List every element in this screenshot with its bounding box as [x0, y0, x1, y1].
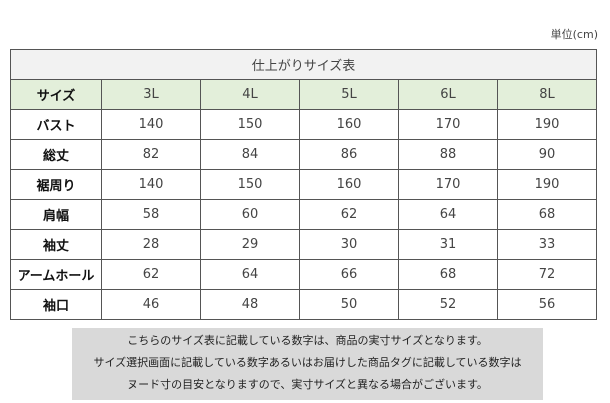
size-header: 6L [398, 79, 498, 110]
cell-value: 48 [200, 289, 300, 320]
table-row: アームホール 62 64 66 68 72 [10, 259, 597, 290]
cell-value: 90 [497, 139, 597, 170]
table-row: 肩幅 58 60 62 64 68 [10, 199, 597, 230]
row-label: 袖口 [10, 289, 102, 320]
cell-value: 56 [497, 289, 597, 320]
row-label: アームホール [10, 259, 102, 290]
cell-value: 170 [398, 169, 498, 200]
cell-value: 30 [299, 229, 399, 260]
table-row: 袖口 46 48 50 52 56 [10, 289, 597, 320]
cell-value: 68 [497, 199, 597, 230]
cell-value: 160 [299, 169, 399, 200]
note-line: ヌード寸の目安となりますので、実寸サイズと異なる場合がございます。 [127, 378, 488, 391]
header-row: サイズ 3L 4L 5L 6L 8L [10, 79, 597, 110]
table-row: 総丈 82 84 86 88 90 [10, 139, 597, 170]
row-label: 袖丈 [10, 229, 102, 260]
cell-value: 72 [497, 259, 597, 290]
cell-value: 33 [497, 229, 597, 260]
table-row: 袖丈 28 29 30 31 33 [10, 229, 597, 260]
cell-value: 150 [200, 109, 300, 140]
size-header: 4L [200, 79, 300, 110]
cell-value: 84 [200, 139, 300, 170]
cell-value: 82 [101, 139, 201, 170]
cell-value: 50 [299, 289, 399, 320]
table-row: バスト 140 150 160 170 190 [10, 109, 597, 140]
row-label: 肩幅 [10, 199, 102, 230]
cell-value: 190 [497, 109, 597, 140]
cell-value: 68 [398, 259, 498, 290]
cell-value: 58 [101, 199, 201, 230]
cell-value: 86 [299, 139, 399, 170]
cell-value: 46 [101, 289, 201, 320]
cell-value: 190 [497, 169, 597, 200]
header-label: サイズ [10, 79, 102, 110]
size-note: こちらのサイズ表に記載している数字は、商品の実寸サイズとなります。 サイズ選択画… [72, 328, 543, 400]
cell-value: 31 [398, 229, 498, 260]
cell-value: 62 [299, 199, 399, 230]
cell-value: 140 [101, 109, 201, 140]
note-line: サイズ選択画面に記載している数字あるいはお届けした商品タグに記載している数字は [93, 356, 522, 369]
row-label: バスト [10, 109, 102, 140]
size-table: 仕上がりサイズ表 サイズ 3L 4L 5L 6L 8L バスト 140 150 160… [10, 49, 597, 320]
row-label: 裾周り [10, 169, 102, 200]
cell-value: 66 [299, 259, 399, 290]
size-header: 5L [299, 79, 399, 110]
row-label: 総丈 [10, 139, 102, 170]
cell-value: 52 [398, 289, 498, 320]
size-header: 8L [497, 79, 597, 110]
cell-value: 88 [398, 139, 498, 170]
cell-value: 62 [101, 259, 201, 290]
cell-value: 64 [200, 259, 300, 290]
cell-value: 150 [200, 169, 300, 200]
cell-value: 28 [101, 229, 201, 260]
size-header: 3L [101, 79, 201, 110]
cell-value: 64 [398, 199, 498, 230]
table-title: 仕上がりサイズ表 [10, 49, 597, 80]
cell-value: 60 [200, 199, 300, 230]
cell-value: 140 [101, 169, 201, 200]
cell-value: 170 [398, 109, 498, 140]
unit-label: 単位(cm) [550, 28, 598, 41]
cell-value: 29 [200, 229, 300, 260]
note-line: こちらのサイズ表に記載している数字は、商品の実寸サイズとなります。 [127, 334, 488, 347]
cell-value: 160 [299, 109, 399, 140]
table-row: 裾周り 140 150 160 170 190 [10, 169, 597, 200]
